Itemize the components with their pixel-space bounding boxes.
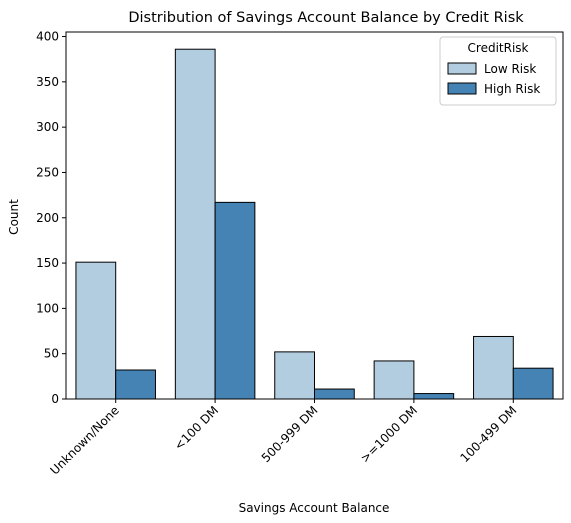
y-tick-label: 300	[36, 120, 59, 134]
bar-high-risk-3	[413, 393, 455, 400]
y-tick-label: 400	[36, 30, 59, 44]
x-tick-label: 100-499 DM	[458, 403, 520, 465]
y-axis-ticks: 0 50 100 150 200 250 300 350 400	[36, 30, 66, 406]
bar-high-risk-0	[115, 369, 156, 400]
x-axis-label: Savings Account Balance	[239, 501, 390, 515]
y-tick-label: 350	[36, 75, 59, 89]
x-tick-label: 500-999 DM	[259, 403, 321, 465]
y-axis-label: Count	[7, 199, 21, 235]
y-tick-label: 50	[44, 347, 59, 361]
bar-high-risk-1	[214, 201, 256, 400]
y-tick-label: 0	[51, 392, 59, 406]
y-tick-label: 100	[36, 301, 59, 315]
bars-group	[75, 48, 554, 400]
x-tick-label: Unknown/None	[48, 403, 122, 477]
y-tick-label: 200	[36, 211, 59, 225]
bar-low-risk-2	[274, 351, 315, 400]
x-tick-label: <100 DM	[171, 403, 221, 453]
legend-label-low-risk: Low Risk	[484, 62, 536, 76]
plot-frame	[65, 31, 564, 400]
x-axis-ticks: Unknown/None <100 DM 500-999 DM >=1000 DM 10…	[48, 399, 520, 478]
chart-title: Distribution of Savings Account Balance …	[128, 10, 524, 26]
x-tick-label: >=1000 DM	[358, 403, 420, 465]
bar-low-risk-4	[473, 335, 514, 400]
legend: CreditRisk Low Risk High Risk	[439, 36, 557, 106]
legend-swatch-low-risk	[447, 62, 477, 75]
bar-high-risk-2	[314, 388, 355, 400]
legend-title: CreditRisk	[468, 41, 529, 55]
legend-label-high-risk: High Risk	[484, 82, 540, 96]
bar-high-risk-4	[512, 367, 554, 400]
y-tick-label: 150	[36, 256, 59, 270]
legend-swatch-high-risk	[447, 82, 477, 95]
bar-low-risk-1	[174, 48, 216, 400]
y-tick-label: 250	[36, 165, 59, 179]
bar-low-risk-0	[75, 261, 117, 400]
bar-low-risk-3	[373, 360, 415, 400]
